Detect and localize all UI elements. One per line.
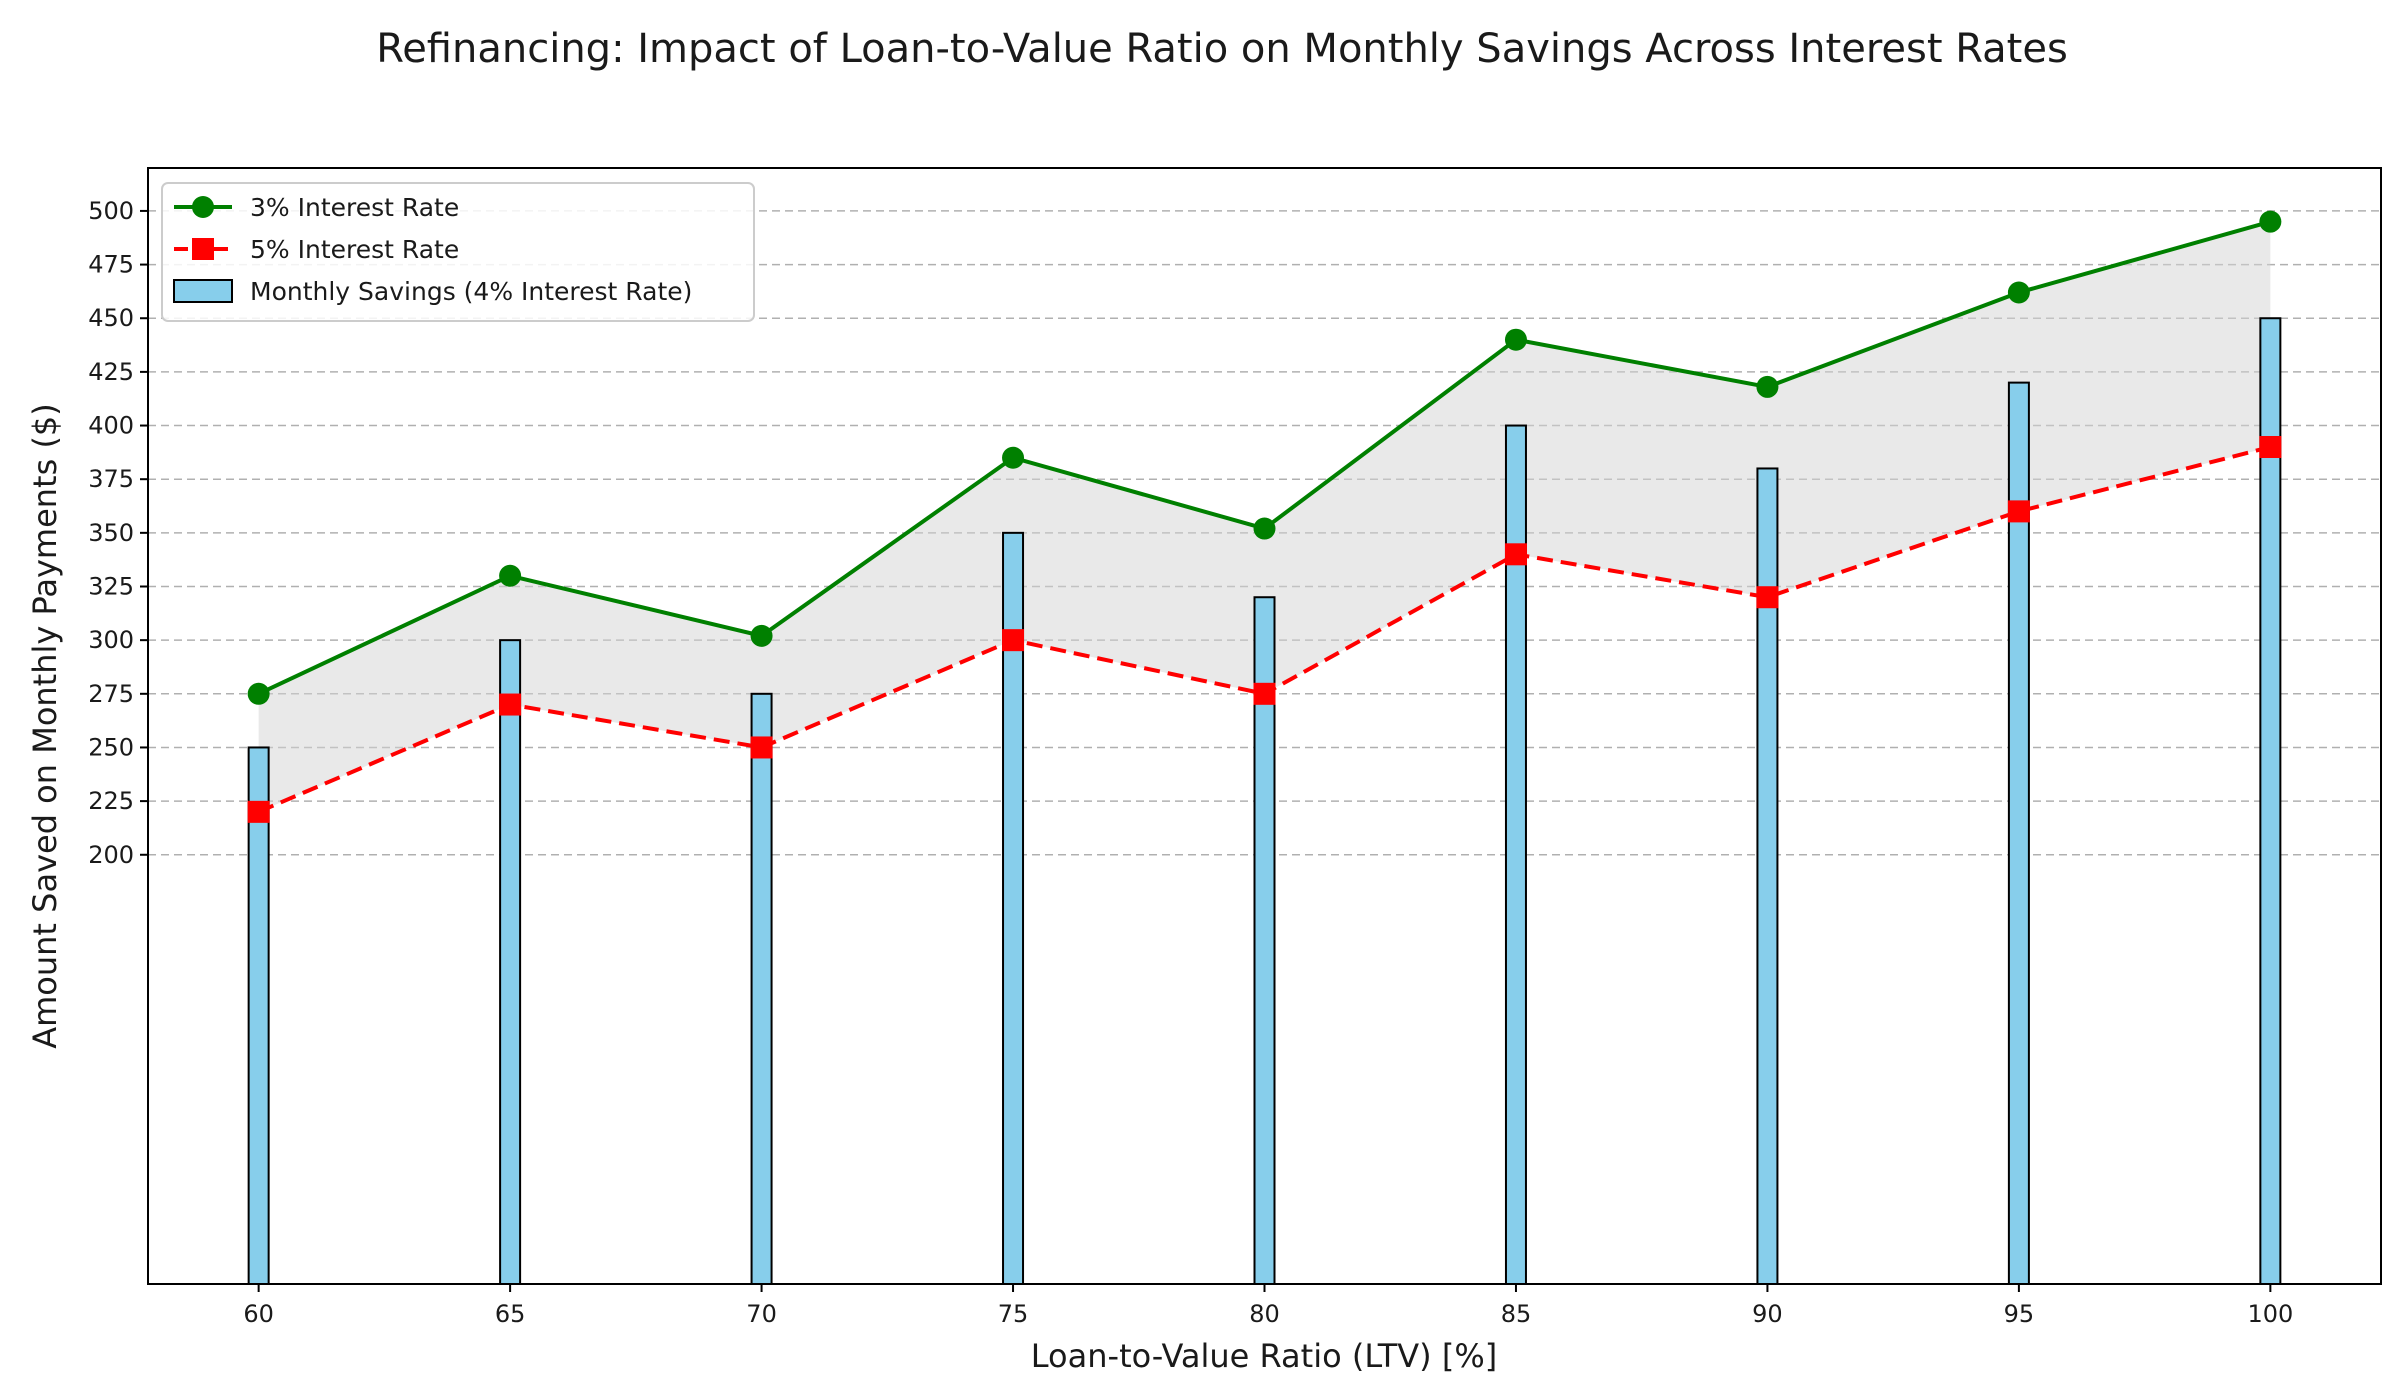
x-axis-label: Loan-to-Value Ratio (LTV) [%] [1031,1337,1497,1375]
bar-layer [247,317,2282,1286]
legend-label: 5% Interest Rate [250,235,459,264]
legend-swatch-bar [173,279,233,303]
legend-marker-3pct [192,196,214,218]
y-tick-label: 325 [88,573,134,601]
y-tick-label: 200 [88,841,134,869]
y-tick-label: 475 [88,251,134,279]
fill-layer [258,221,2271,812]
point-5pct [1002,629,1025,652]
x-tick-label: 85 [1501,1300,1532,1328]
x-tick-label: 80 [1249,1300,1280,1328]
point-5pct [1756,586,1779,609]
x-tick-label: 75 [998,1300,1029,1328]
legend-marker-5pct [192,238,214,260]
y-tick-label: 450 [88,304,134,332]
point-3pct [1504,328,1527,351]
point-3pct [2259,210,2282,233]
x-tick-label: 100 [2247,1300,2293,1328]
point-3pct [1756,375,1779,398]
point-3pct [1253,517,1276,540]
x-tick-label: 95 [2004,1300,2035,1328]
point-5pct [499,693,522,716]
legend-box [161,182,755,322]
x-tick-label: 60 [243,1300,274,1328]
point-5pct [2007,500,2030,523]
y-tick-label: 350 [88,519,134,547]
point-3pct [1002,446,1025,469]
x-tick-label: 65 [495,1300,526,1328]
point-5pct [1253,682,1276,705]
point-3pct [2007,281,2030,304]
bar [247,746,270,1285]
point-3pct [247,682,270,705]
y-tick-label: 275 [88,680,134,708]
y-tick-label: 225 [88,787,134,815]
point-5pct [750,736,773,759]
y-tick-label: 500 [88,197,134,225]
line-layer [247,210,2282,823]
legend-label: Monthly Savings (4% Interest Rate) [250,277,692,306]
chart-title: Refinancing: Impact of Loan-to-Value Rat… [376,26,2068,72]
y-tick-label: 300 [88,626,134,654]
bar [2259,317,2282,1285]
legend-label: 3% Interest Rate [250,193,459,222]
tick-layer: 200 225 250 275 300 325 350 375 400 425 450 475 500 6… [88,197,2293,1328]
bar [750,692,773,1285]
point-3pct [499,564,522,587]
bar [499,639,522,1285]
x-tick-label: 70 [746,1300,777,1328]
point-5pct [1504,543,1527,566]
y-axis-label: Amount Saved on Monthly Payments ($) [26,403,64,1049]
point-5pct [2259,436,2282,458]
point-3pct [750,624,773,647]
y-tick-label: 425 [88,358,134,386]
fill-between-area [258,221,2271,812]
legend: 3% Interest Rate 5% Interest Rate Monthly … [161,182,755,322]
point-5pct [247,800,270,823]
y-tick-label: 250 [88,733,134,761]
x-tick-label: 90 [1752,1300,1783,1328]
y-tick-label: 375 [88,465,134,493]
y-tick-label: 400 [88,412,134,440]
